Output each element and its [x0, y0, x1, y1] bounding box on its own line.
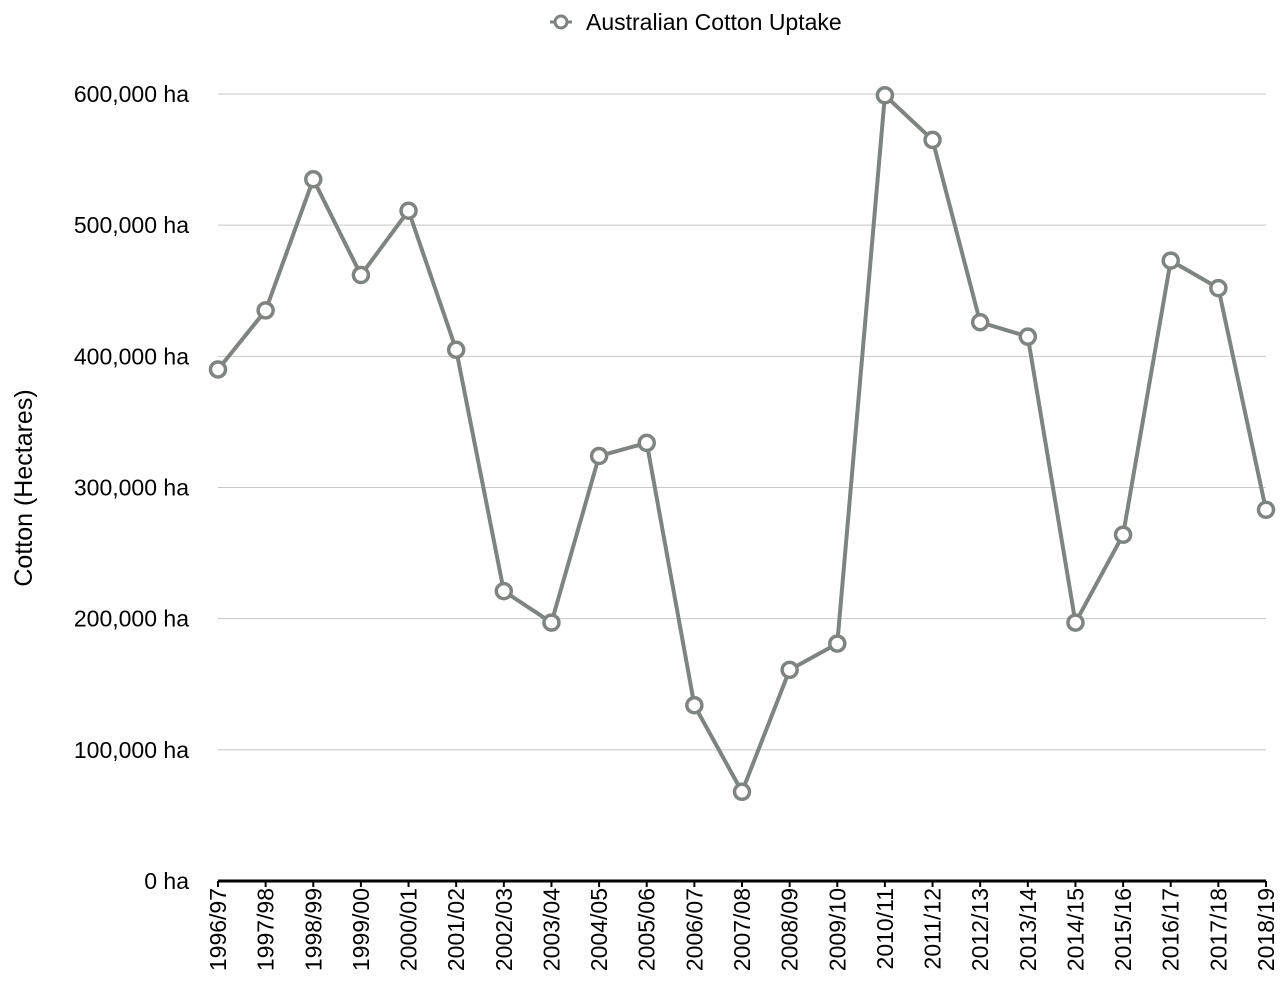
data-point [1113, 525, 1133, 544]
series-line [216, 93, 1268, 794]
data-point [256, 301, 275, 320]
x-tick-label: 2015/16 [1110, 888, 1136, 971]
data-point [1161, 251, 1180, 270]
x-tick-label: 2016/17 [1158, 888, 1184, 971]
series-group [208, 86, 1276, 802]
x-tick-label: 2002/03 [491, 888, 517, 971]
data-point [828, 634, 847, 653]
x-tick-label: 1996/97 [205, 888, 231, 971]
y-tick-label: 300,000 ha [74, 475, 189, 501]
x-tick-label: 2013/14 [1015, 888, 1041, 971]
x-tick-label: 2014/15 [1062, 888, 1088, 971]
x-tick-label: 2011/12 [920, 888, 946, 969]
y-tick-label: 0 ha [144, 868, 189, 894]
x-tick-label: 2005/06 [634, 888, 660, 971]
legend-label: Australian Cotton Uptake [586, 9, 842, 35]
x-tick-label: 2018/19 [1253, 888, 1279, 971]
data-point [542, 613, 561, 632]
data-point [589, 446, 609, 466]
x-tick-label: 2003/04 [538, 888, 564, 971]
legend: Australian Cotton Uptake [550, 9, 842, 35]
data-point [780, 660, 799, 680]
x-tick-label: 2007/08 [729, 888, 755, 971]
x-tick-label: 2017/18 [1205, 888, 1231, 971]
x-tick-label: 1998/99 [300, 888, 326, 971]
data-point [1209, 278, 1228, 298]
y-axis-ticks: 0 ha 100,000 ha 200,000 ha 300,000 ha 400,00… [74, 81, 189, 894]
x-tick-label: 1997/98 [253, 888, 279, 971]
data-point [1256, 500, 1276, 520]
x-tick-label: 2000/01 [396, 888, 422, 971]
data-point [304, 170, 323, 189]
data-point [637, 433, 656, 453]
legend-marker-icon [553, 14, 569, 30]
data-point [1066, 613, 1085, 632]
y-tick-label: 500,000 ha [74, 212, 189, 238]
x-tick-label: 2008/09 [777, 888, 803, 971]
data-point [732, 782, 752, 802]
data-point [208, 360, 228, 379]
data-point [685, 695, 704, 715]
x-tick-label: 2006/07 [681, 888, 707, 971]
data-point [875, 86, 895, 105]
y-tick-label: 100,000 ha [74, 737, 189, 763]
y-axis-title: Cotton (Hectares) [10, 389, 38, 586]
data-point [399, 201, 418, 220]
x-tick-label: 2012/13 [967, 888, 993, 971]
y-tick-label: 200,000 ha [74, 606, 189, 632]
x-tick-label: 2001/02 [443, 888, 469, 971]
data-point [1018, 327, 1038, 346]
x-tick-label: 1999/00 [348, 888, 374, 971]
data-point [494, 581, 514, 601]
data-point [351, 265, 371, 285]
data-point [970, 312, 990, 332]
gridlines [218, 93, 1266, 883]
data-point [446, 340, 466, 360]
x-axis-ticks: 1996/97 1997/98 1998/99 1999/00 2000/01 2001/… [205, 881, 1279, 971]
x-tick-label: 2004/05 [586, 888, 612, 971]
y-tick-label: 600,000 ha [74, 81, 189, 107]
x-tick-label: 2010/11 [872, 888, 898, 969]
y-tick-label: 400,000 ha [74, 343, 189, 369]
data-point [923, 130, 942, 150]
x-tick-label: 2009/10 [824, 888, 850, 971]
